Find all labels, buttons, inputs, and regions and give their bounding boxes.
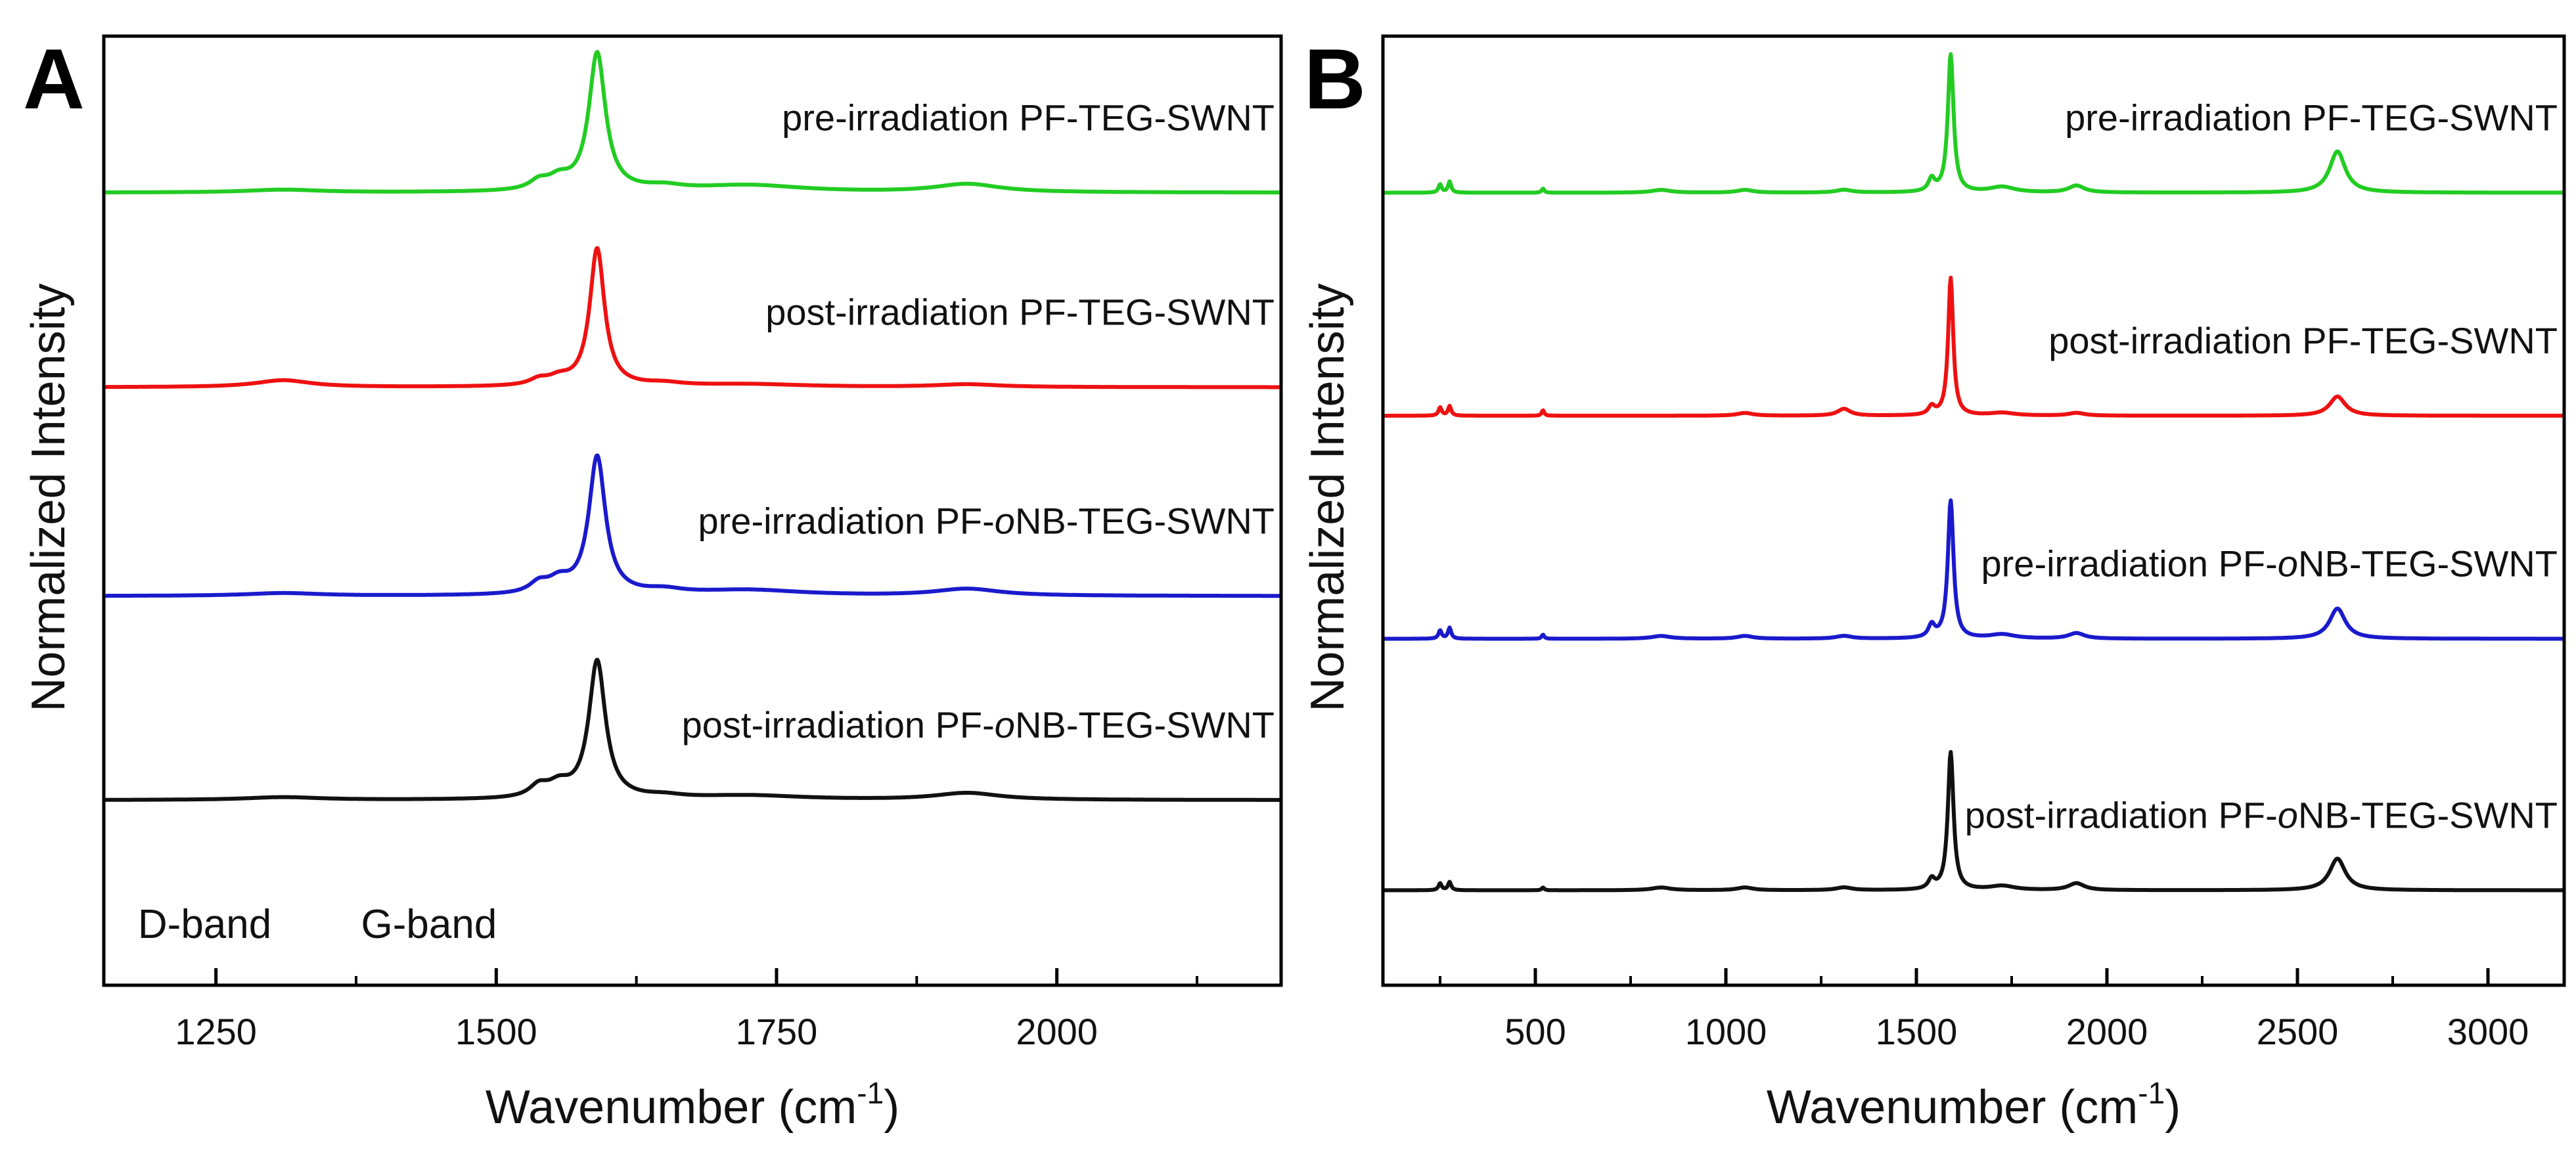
spectrum-line-1 <box>102 50 1282 194</box>
plot-frame <box>1381 34 2566 987</box>
x-tick-label: 1500 <box>455 1011 537 1052</box>
series-label-4: post-irradiation PF-oNB-TEG-SWNT <box>1965 795 2558 836</box>
series-label-2: post-irradiation PF-TEG-SWNT <box>2048 320 2558 361</box>
band-annotation-1: D-band <box>138 902 271 947</box>
series-label-1: pre-irradiation PF-TEG-SWNT <box>2065 97 2558 138</box>
x-tick-label: 2000 <box>1016 1011 1098 1052</box>
x-tick-label: 1750 <box>736 1011 818 1052</box>
panel-letter: B <box>1304 31 1366 127</box>
x-tick-label: 1000 <box>1685 1011 1767 1052</box>
plot-frame <box>102 34 1283 987</box>
x-tick-label: 1250 <box>175 1011 257 1052</box>
spectrum-line-2 <box>1382 275 2565 418</box>
spectrum-line-1 <box>1382 52 2565 195</box>
spectrum-line-3 <box>1382 498 2565 641</box>
spectrum-line-4 <box>1382 749 2565 893</box>
x-tick-label: 3000 <box>2447 1011 2529 1052</box>
series-label-4: post-irradiation PF-oNB-TEG-SWNT <box>682 704 1275 745</box>
x-axis-title: Wavenumber (cm-1) <box>1767 1076 2181 1134</box>
series-label-2: post-irradiation PF-TEG-SWNT <box>765 292 1275 333</box>
x-tick-label: 1500 <box>1876 1011 1958 1052</box>
x-tick-label: 2000 <box>2066 1011 2148 1052</box>
series-label-3: pre-irradiation PF-oNB-TEG-SWNT <box>1981 543 2558 585</box>
spectrum-line-2 <box>102 246 1282 389</box>
x-axis-title: Wavenumber (cm-1) <box>486 1076 899 1134</box>
panel-letter: A <box>23 31 85 127</box>
band-annotation-2: G-band <box>361 902 497 947</box>
series-label-1: pre-irradiation PF-TEG-SWNT <box>782 97 1275 138</box>
x-tick-label: 500 <box>1504 1011 1566 1052</box>
spectrum-line-3 <box>102 453 1282 598</box>
y-axis-title: Normalized Intensity <box>22 283 75 711</box>
spectrum-line-4 <box>102 657 1282 802</box>
series-label-3: pre-irradiation PF-oNB-TEG-SWNT <box>698 500 1275 542</box>
x-tick-label: 2500 <box>2257 1011 2339 1052</box>
y-axis-title: Normalized Intensity <box>1301 283 1354 711</box>
